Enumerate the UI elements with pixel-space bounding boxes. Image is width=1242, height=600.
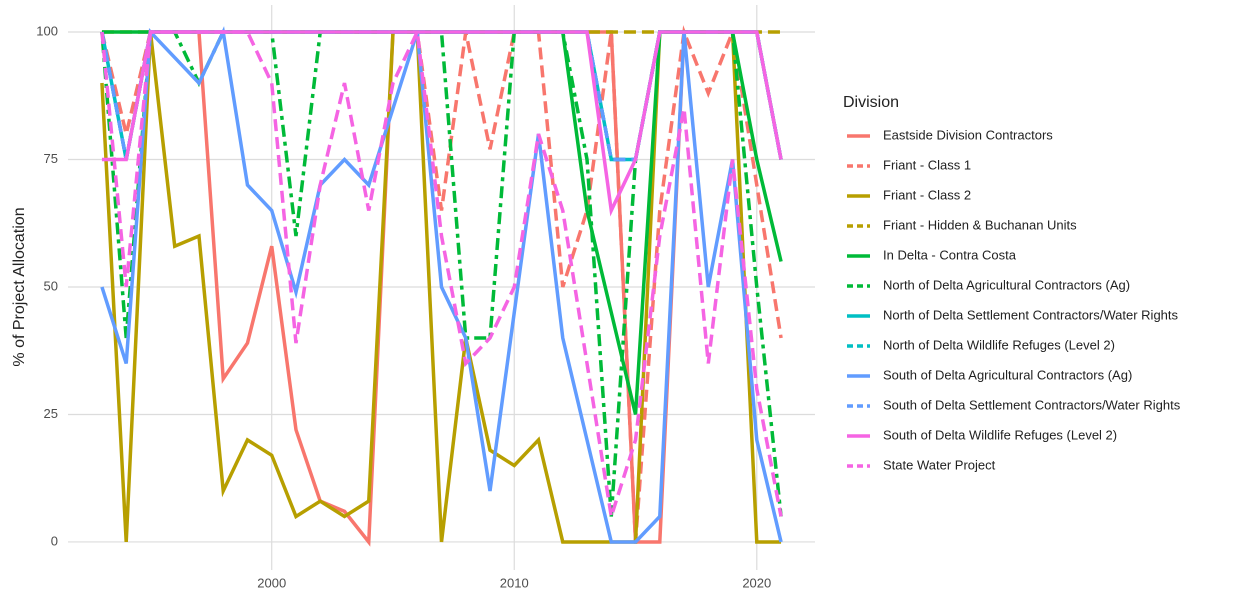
legend-label: South of Delta Agricultural Contractors … [883, 367, 1132, 382]
legend-label: In Delta - Contra Costa [883, 247, 1017, 262]
y-tick-label: 0 [51, 533, 58, 548]
legend-label: North of Delta Settlement Contractors/Wa… [883, 307, 1179, 322]
x-tick-label: 2000 [257, 575, 286, 590]
legend-label: South of Delta Wildlife Refuges (Level 2… [883, 427, 1117, 442]
legend-label: South of Delta Settlement Contractors/Wa… [883, 397, 1181, 412]
legend-title: Division [843, 94, 899, 111]
y-axis-label: % of Project Allocation [11, 207, 28, 366]
legend-label: Eastside Division Contractors [883, 127, 1053, 142]
legend-label: North of Delta Agricultural Contractors … [883, 277, 1130, 292]
y-tick-label: 75 [44, 151, 58, 166]
x-tick-label: 2010 [500, 575, 529, 590]
legend-label: State Water Project [883, 457, 996, 472]
y-tick-label: 100 [36, 23, 58, 38]
y-tick-label: 25 [44, 406, 58, 421]
series-line [100, 26, 783, 544]
series-line [100, 25, 783, 517]
y-tick-label: 50 [44, 278, 58, 293]
legend-label: Friant - Hidden & Buchanan Units [883, 217, 1077, 232]
x-tick-label: 2020 [742, 575, 771, 590]
legend-label: Friant - Class 1 [883, 157, 971, 172]
legend-label: North of Delta Wildlife Refuges (Level 2… [883, 337, 1115, 352]
legend-label: Friant - Class 2 [883, 187, 971, 202]
